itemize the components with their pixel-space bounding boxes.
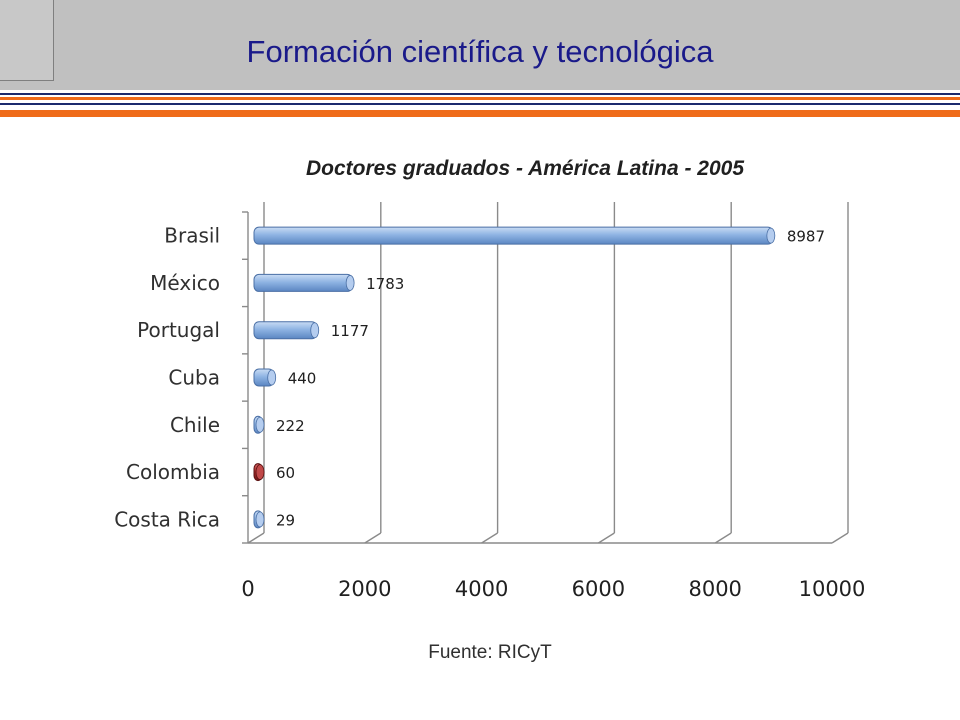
bar-layer: [253, 226, 776, 529]
category-label: Portugal: [137, 318, 220, 342]
data-label: 222: [276, 417, 305, 435]
data-label: 8987: [787, 228, 825, 246]
header-rule-orange-thick: [0, 110, 960, 117]
grid-layer: [242, 202, 849, 544]
source-note: Fuente: RICyT: [428, 642, 552, 663]
bar: [253, 321, 318, 340]
x-tick-label: 10000: [799, 577, 866, 601]
floor-depth-line: [247, 532, 265, 544]
header-rule-orange-thin: [0, 97, 960, 100]
category-label: Cuba: [168, 366, 220, 390]
data-label: 1783: [366, 275, 404, 293]
floor-depth-line: [598, 532, 615, 544]
header-rule-navy-bottom: [0, 103, 960, 105]
floor-depth-line: [714, 532, 732, 544]
x-tick-label: 6000: [572, 577, 625, 601]
floor-depth-line: [831, 532, 849, 544]
header-corner-box: [0, 0, 54, 81]
data-label: 29: [276, 511, 295, 529]
bar-end-cap: [345, 275, 355, 291]
bar-end-cap: [255, 511, 265, 528]
category-label: Colombia: [126, 460, 220, 484]
x-tick-label: 0: [241, 577, 254, 601]
bar-end-cap: [255, 416, 265, 433]
data-label: 60: [276, 464, 295, 482]
floor-depth-line: [481, 532, 498, 544]
category-label: Brasil: [164, 224, 220, 248]
header-band: [0, 0, 960, 90]
data-label: 440: [288, 370, 317, 388]
x-tick-label: 8000: [688, 577, 741, 601]
bar-end-cap: [310, 322, 320, 339]
bar-end-cap: [255, 464, 265, 480]
page-title: Formación científica y tecnológica: [246, 34, 714, 69]
floor-depth-line: [364, 532, 382, 544]
data-label: 1177: [331, 322, 369, 340]
x-tick-label: 2000: [338, 577, 391, 601]
bar: [253, 226, 774, 245]
bar-end-cap: [766, 227, 776, 244]
bar-end-cap: [267, 369, 277, 386]
category-label: México: [150, 271, 220, 295]
header-rule-navy-top: [0, 93, 960, 95]
bar: [253, 273, 353, 292]
label-layer: 0 2000 4000 6000 8000 10000 Brasil 8987 México 17…: [114, 224, 865, 601]
category-label: Chile: [170, 413, 220, 437]
category-label: Costa Rica: [114, 507, 220, 531]
x-tick-label: 4000: [455, 577, 508, 601]
chart-title: Doctores graduados - América Latina - 20…: [306, 157, 744, 180]
bar-chart: Doctores graduados - América Latina - 20…: [114, 157, 865, 663]
